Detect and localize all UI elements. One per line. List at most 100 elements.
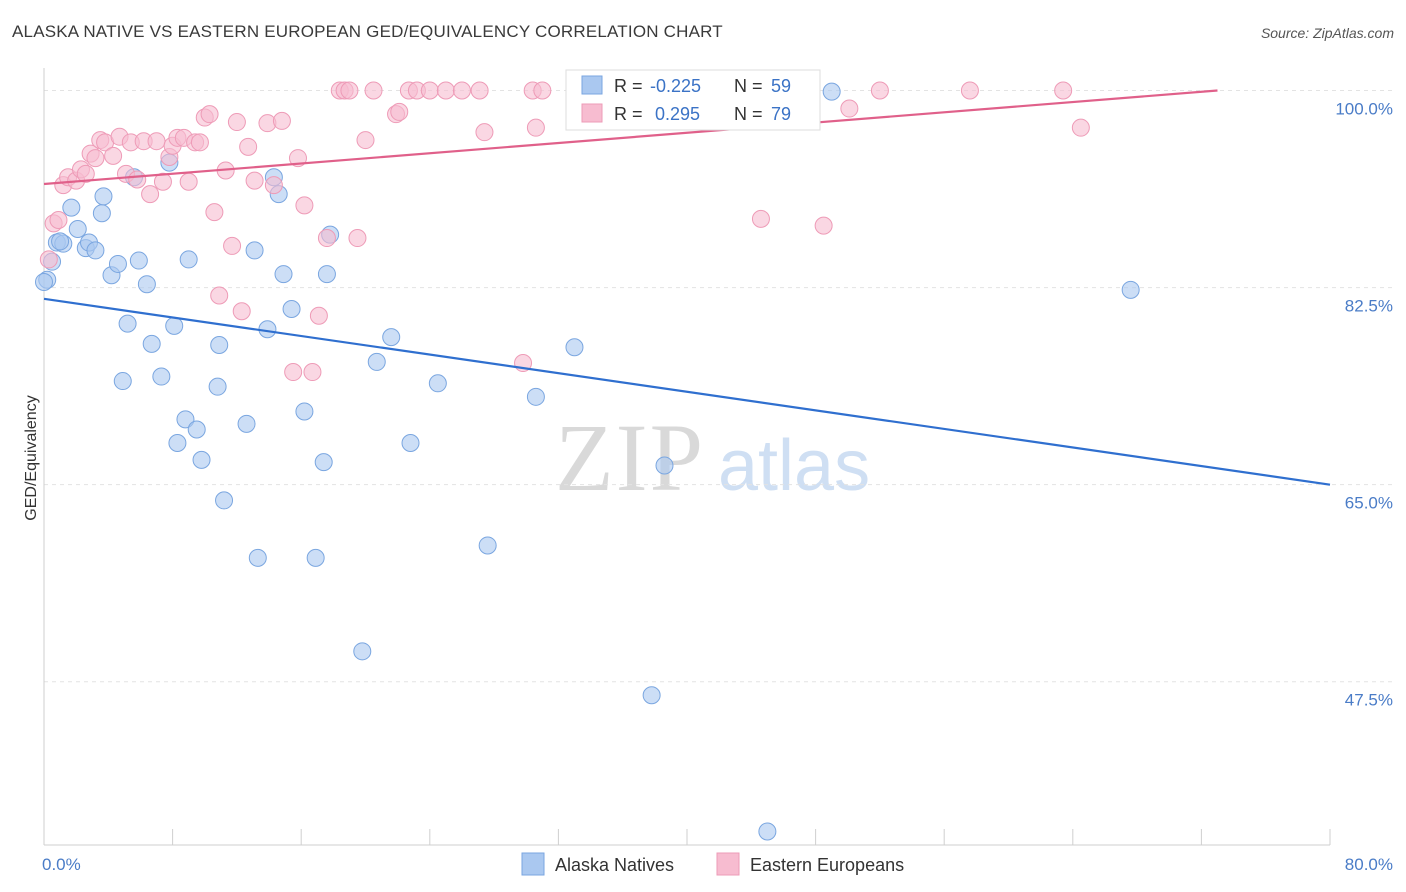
point-alaska-54 xyxy=(1121,280,1140,299)
point-alaska-27 xyxy=(208,377,227,396)
point-eastern-51 xyxy=(356,131,375,150)
point-alaska-53 xyxy=(758,822,777,841)
point-alaska-8 xyxy=(86,241,105,260)
point-alaska-4 xyxy=(62,198,81,217)
point-alaska-25 xyxy=(187,420,206,439)
point-alaska-9 xyxy=(92,204,111,223)
point-eastern-39 xyxy=(264,176,283,195)
point-alaska-18 xyxy=(142,334,161,353)
x-tick-label-0: 0.0% xyxy=(42,855,81,874)
point-alaska-37 xyxy=(282,299,301,318)
x-ticks xyxy=(43,829,1331,845)
point-alaska-26 xyxy=(192,450,211,469)
bottom-legend-label-eastern: Eastern Europeans xyxy=(750,855,904,875)
point-eastern-18 xyxy=(141,185,160,204)
point-eastern-60 xyxy=(470,81,489,100)
point-eastern-44 xyxy=(303,363,322,382)
point-eastern-64 xyxy=(533,81,552,100)
watermark-zip: ZIP xyxy=(555,404,705,511)
point-alaska-30 xyxy=(237,414,256,433)
point-alaska-22 xyxy=(168,433,187,452)
watermark: ZIP atlas xyxy=(555,404,870,511)
point-eastern-74 xyxy=(870,81,889,100)
y-tick-label-0: 100.0% xyxy=(1335,100,1393,119)
point-eastern-19 xyxy=(147,132,166,151)
point-eastern-58 xyxy=(436,81,455,100)
point-alaska-17 xyxy=(137,275,156,294)
point-alaska-43 xyxy=(353,642,372,661)
point-eastern-45 xyxy=(309,306,328,325)
point-alaska-48 xyxy=(478,536,497,555)
point-eastern-71 xyxy=(751,209,770,228)
point-eastern-20 xyxy=(153,172,172,191)
point-eastern-0 xyxy=(39,250,58,269)
point-alaska-44 xyxy=(367,352,386,371)
point-eastern-9 xyxy=(86,149,105,168)
point-eastern-57 xyxy=(420,81,439,100)
point-alaska-47 xyxy=(428,374,447,393)
point-eastern-29 xyxy=(200,105,219,124)
point-eastern-63 xyxy=(526,118,545,137)
point-eastern-34 xyxy=(227,113,246,132)
point-eastern-30 xyxy=(205,203,224,222)
point-eastern-35 xyxy=(232,302,251,321)
bottom-legend-label-alaska: Alaska Natives xyxy=(555,855,674,875)
bottom-legend-swatch-alaska xyxy=(521,852,545,876)
point-alaska-51 xyxy=(642,686,661,705)
legend-box: R = -0.225 N = 59 R = 0.295 N = 79 xyxy=(565,69,821,131)
point-eastern-61 xyxy=(475,123,494,142)
point-alaska-13 xyxy=(113,372,132,391)
y-tick-label-1: 82.5% xyxy=(1345,297,1393,316)
point-eastern-16 xyxy=(128,170,147,189)
point-alaska-41 xyxy=(317,265,336,284)
point-eastern-37 xyxy=(245,171,264,190)
watermark-atlas: atlas xyxy=(718,426,870,506)
point-alaska-23 xyxy=(176,410,195,429)
legend-r-value-blue: -0.225 xyxy=(650,76,701,96)
point-eastern-40 xyxy=(272,111,291,130)
legend-n-label-pink: N = xyxy=(734,104,768,124)
point-alaska-49 xyxy=(526,387,545,406)
point-eastern-77 xyxy=(1071,118,1090,137)
point-eastern-46 xyxy=(317,229,336,248)
point-eastern-31 xyxy=(210,286,229,305)
bottom-legend: Alaska Natives Eastern Europeans xyxy=(521,852,904,876)
series-layer xyxy=(35,81,1331,841)
legend-r-label-pink: R = xyxy=(614,104,648,124)
y-tick-label-3: 47.5% xyxy=(1345,691,1393,710)
point-alaska-58 xyxy=(822,82,841,101)
point-eastern-73 xyxy=(840,99,859,118)
point-alaska-24 xyxy=(179,250,198,269)
x-tick-labels: 0.0% 80.0% xyxy=(42,855,1393,874)
chart-source: Source: ZipAtlas.com xyxy=(1260,25,1394,41)
point-alaska-10 xyxy=(94,187,113,206)
chart-title: ALASKA NATIVE VS EASTERN EUROPEAN GED/EQ… xyxy=(12,22,723,41)
point-eastern-54 xyxy=(390,102,409,121)
point-alaska-5 xyxy=(68,220,87,239)
legend-r-value-pink: 0.295 xyxy=(650,104,700,124)
point-alaska-31 xyxy=(245,241,264,260)
point-alaska-45 xyxy=(382,328,401,347)
point-eastern-41 xyxy=(284,363,303,382)
point-alaska-16 xyxy=(129,251,148,270)
point-eastern-75 xyxy=(960,81,979,100)
point-alaska-56 xyxy=(51,232,70,251)
point-alaska-50 xyxy=(565,338,584,357)
bottom-legend-swatch-eastern xyxy=(716,852,740,876)
y-axis-title: GED/Equivalency xyxy=(23,395,40,520)
point-alaska-36 xyxy=(274,265,293,284)
point-eastern-72 xyxy=(814,216,833,235)
series-alaska xyxy=(35,82,1140,841)
legend-r-label-blue: R = xyxy=(614,76,648,96)
point-alaska-12 xyxy=(108,254,127,273)
point-eastern-12 xyxy=(104,146,123,165)
point-eastern-27 xyxy=(190,133,209,152)
point-alaska-46 xyxy=(401,433,420,452)
point-alaska-29 xyxy=(215,491,234,510)
legend-n-label-blue: N = xyxy=(734,76,768,96)
trend-line-eastern xyxy=(43,89,1218,186)
point-alaska-38 xyxy=(295,402,314,421)
point-alaska-55 xyxy=(35,272,53,291)
point-eastern-7 xyxy=(76,164,95,183)
point-alaska-39 xyxy=(306,548,325,567)
